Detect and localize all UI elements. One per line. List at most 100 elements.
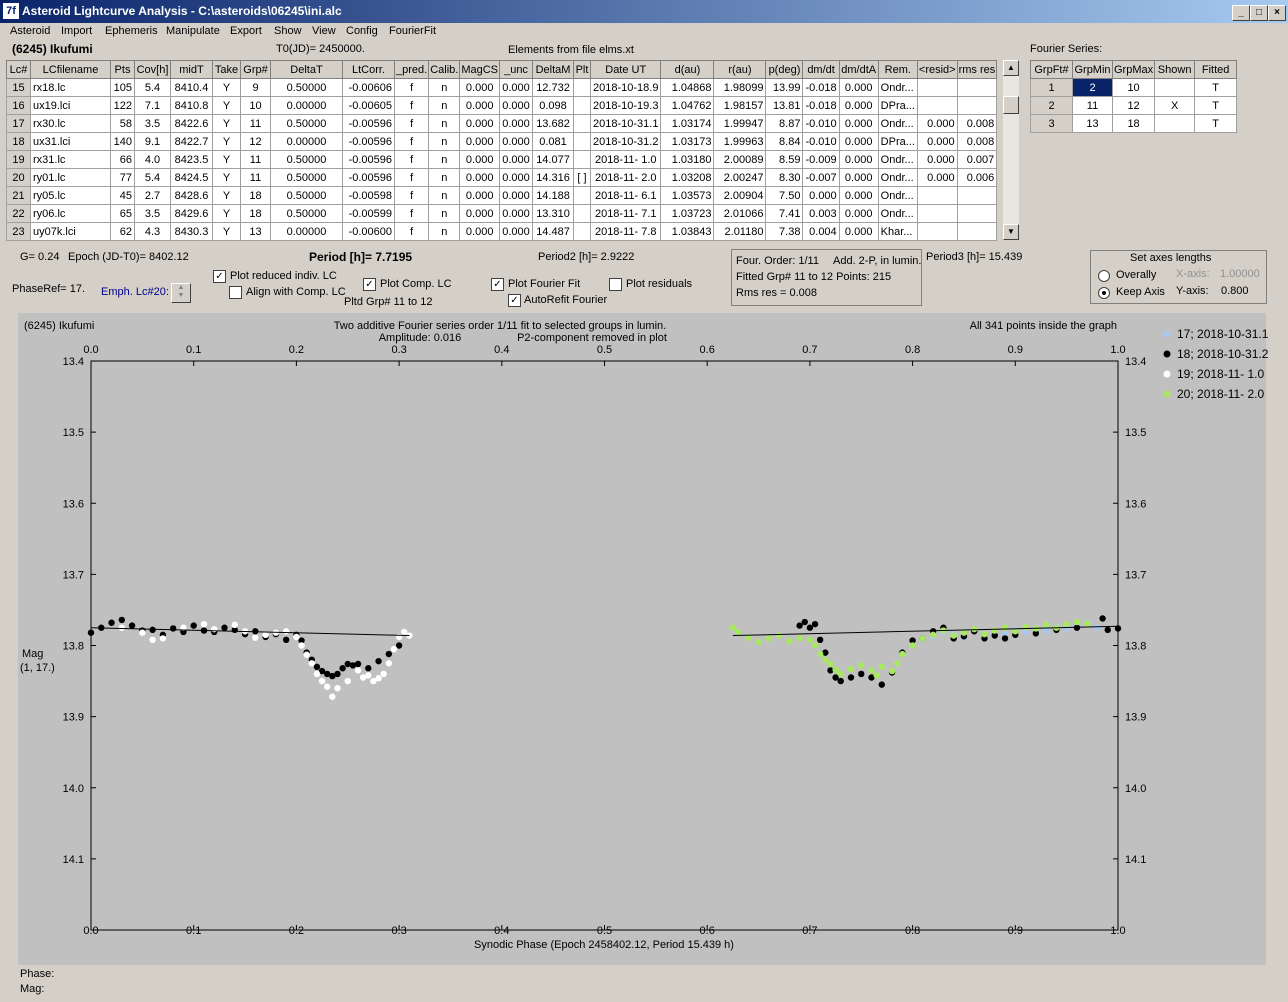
- fourier-cell[interactable]: 10: [1111, 78, 1156, 97]
- lc-cell[interactable]: 2.7: [134, 186, 171, 205]
- fourier-col-header[interactable]: GrpMin: [1072, 60, 1113, 79]
- lc-cell[interactable]: 58: [110, 114, 135, 133]
- lc-col-header[interactable]: Plt: [573, 60, 592, 79]
- lc-cell[interactable]: 1.98099: [713, 78, 767, 97]
- fourier-cell[interactable]: T: [1194, 114, 1238, 133]
- lc-cell[interactable]: rx31.lc: [30, 150, 111, 169]
- lc-col-header[interactable]: Cov[h]: [134, 60, 171, 79]
- autorefit-checkbox[interactable]: ✓: [508, 294, 521, 307]
- lc-cell[interactable]: 1.98157: [713, 96, 767, 115]
- lc-cell[interactable]: 66: [110, 150, 135, 169]
- lc-cell[interactable]: Khar...: [877, 222, 918, 241]
- lc-col-header[interactable]: _pred.: [393, 60, 430, 79]
- lc-cell[interactable]: 0.000: [499, 222, 534, 241]
- lc-cell[interactable]: 0.000: [916, 114, 958, 133]
- lc-cell[interactable]: 2018-10-18.9: [590, 78, 662, 97]
- lc-cell[interactable]: 0.004: [802, 222, 840, 241]
- lc-cell[interactable]: 1.03843: [660, 222, 715, 241]
- lc-cell[interactable]: 140: [110, 132, 135, 151]
- menu-export[interactable]: Export: [230, 25, 262, 37]
- lc-cell[interactable]: 1.03723: [660, 204, 715, 223]
- lc-cell[interactable]: 1.03208: [660, 168, 715, 187]
- lc-cell[interactable]: Ondr...: [877, 150, 918, 169]
- lc-cell[interactable]: 0.000: [459, 114, 501, 133]
- table-row[interactable]: 18 ux31.lci 140 9.1 8422.7 Y 12 0.00000 -0.00596…: [6, 132, 998, 151]
- fourier-col-header[interactable]: Fitted: [1194, 60, 1238, 79]
- lc-cell[interactable]: 2018-10-31.2: [590, 132, 662, 151]
- menu-show[interactable]: Show: [274, 25, 302, 37]
- menu-view[interactable]: View: [312, 25, 336, 37]
- scroll-up-icon[interactable]: ▲: [1003, 60, 1019, 76]
- lc-cell[interactable]: DPra...: [877, 96, 918, 115]
- lc-cell[interactable]: 12: [240, 132, 271, 151]
- lc-cell[interactable]: 0.00000: [270, 222, 343, 241]
- align-comp-checkbox[interactable]: [229, 286, 242, 299]
- plot-fourier-checkbox[interactable]: ✓: [491, 278, 504, 291]
- lc-cell[interactable]: ry06.lc: [30, 204, 111, 223]
- lc-cell[interactable]: 2018-11- 6.1: [590, 186, 662, 205]
- lc-col-header[interactable]: Lc#: [6, 60, 31, 79]
- lc-col-header[interactable]: Take: [212, 60, 241, 79]
- menu-config[interactable]: Config: [346, 25, 378, 37]
- lc-cell[interactable]: 8430.3: [170, 222, 213, 241]
- plot-comp-checkbox[interactable]: ✓: [363, 278, 376, 291]
- lc-cell[interactable]: 0.000: [838, 96, 879, 115]
- lc-cell[interactable]: 1.03174: [660, 114, 715, 133]
- lc-cell[interactable]: 8428.6: [170, 186, 213, 205]
- lc-cell[interactable]: 2.01180: [713, 222, 767, 241]
- menu-import[interactable]: Import: [61, 25, 93, 37]
- lc-cell[interactable]: 4.3: [134, 222, 171, 241]
- lc-cell[interactable]: 20: [6, 168, 31, 187]
- menu-ephemeris[interactable]: Ephemeris: [105, 25, 158, 37]
- lc-cell[interactable]: 0.008: [956, 114, 998, 133]
- lc-cell[interactable]: 0.007: [956, 150, 998, 169]
- lc-cell[interactable]: 0.000: [916, 150, 958, 169]
- lc-cell[interactable]: -0.00596: [342, 168, 395, 187]
- lightcurve-plot-panel[interactable]: [18, 313, 1266, 965]
- lc-cell[interactable]: 2018-11- 7.8: [590, 222, 662, 241]
- lc-cell[interactable]: 2018-10-31.1: [590, 114, 662, 133]
- lc-cell[interactable]: 2018-11- 2.0: [590, 168, 662, 187]
- lc-cell[interactable]: 13.310: [532, 204, 575, 223]
- lc-cell[interactable]: [916, 222, 958, 241]
- lc-col-header[interactable]: rms res: [956, 60, 998, 79]
- lc-cell[interactable]: Ondr...: [877, 78, 918, 97]
- lc-col-header[interactable]: LCfilename: [30, 60, 111, 79]
- scroll-down-icon[interactable]: ▼: [1003, 224, 1019, 240]
- menu-asteroid[interactable]: Asteroid: [10, 25, 51, 37]
- lc-cell[interactable]: 0.008: [956, 132, 998, 151]
- lc-cell[interactable]: 23: [6, 222, 31, 241]
- lc-col-header[interactable]: DeltaT: [270, 60, 343, 79]
- minimize-button[interactable]: _: [1232, 5, 1250, 21]
- overally-radio[interactable]: [1098, 270, 1110, 282]
- scroll-thumb[interactable]: [1003, 96, 1019, 114]
- lc-cell[interactable]: 77: [110, 168, 135, 187]
- x-axis-field[interactable]: 1.00000: [1220, 268, 1260, 280]
- maximize-button[interactable]: □: [1250, 5, 1268, 21]
- lc-cell[interactable]: -0.010: [802, 114, 840, 133]
- fourier-cell[interactable]: 1: [1030, 78, 1073, 97]
- fourier-cell[interactable]: 3: [1030, 114, 1073, 133]
- fourier-series-table[interactable]: GrpFt# GrpMin GrpMax Shown Fitted 1 2 10 T 2 11 12…: [1030, 60, 1238, 133]
- lc-cell[interactable]: 13.682: [532, 114, 575, 133]
- lc-cell[interactable]: 8.59: [765, 150, 804, 169]
- close-button[interactable]: ×: [1268, 5, 1286, 21]
- lc-cell[interactable]: 0.000: [838, 204, 879, 223]
- emph-spinner[interactable]: ▲ ▼: [171, 283, 191, 303]
- lc-cell[interactable]: f: [393, 222, 430, 241]
- lc-cell[interactable]: -0.00600: [342, 222, 395, 241]
- menu-manipulate[interactable]: Manipulate: [166, 25, 220, 37]
- lc-cell[interactable]: 2018-11- 7.1: [590, 204, 662, 223]
- lc-col-header[interactable]: dm/dt: [802, 60, 840, 79]
- lc-cell[interactable]: [956, 222, 998, 241]
- lc-cell[interactable]: 0.00000: [270, 96, 343, 115]
- lc-cell[interactable]: 0.000: [459, 168, 501, 187]
- lc-cell[interactable]: uy07k.lci: [30, 222, 111, 241]
- plot-residuals-checkbox[interactable]: [609, 278, 622, 291]
- lc-cell[interactable]: 17: [6, 114, 31, 133]
- fourier-col-header[interactable]: Shown: [1154, 60, 1196, 79]
- table-row[interactable]: 22 ry06.lc 65 3.5 8429.6 Y 18 0.50000 -0.00599 f n…: [6, 204, 998, 223]
- lightcurve-table[interactable]: Lc# LCfilename Pts Cov[h] midT Take Grp# DeltaT…: [6, 60, 998, 241]
- lc-cell[interactable]: Ondr...: [877, 204, 918, 223]
- lc-cell[interactable]: 0.000: [499, 150, 534, 169]
